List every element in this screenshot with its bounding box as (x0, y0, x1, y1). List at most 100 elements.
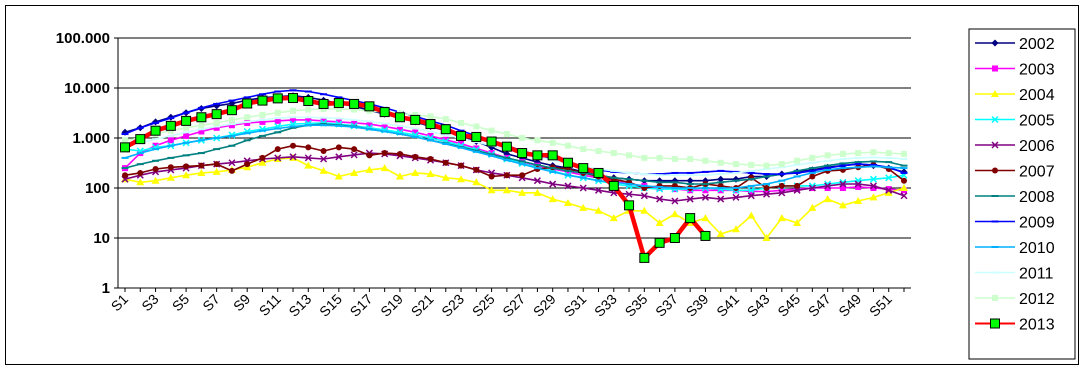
series-line-2007 (124, 144, 905, 189)
point-2013 (486, 136, 497, 147)
point-2004 (548, 195, 557, 203)
legend-label-2007: 2007 (1019, 164, 1055, 181)
point-2004 (533, 188, 542, 196)
point-2013 (456, 130, 467, 141)
point-2013 (608, 180, 619, 191)
point-2006 (289, 153, 297, 161)
point-2013 (226, 105, 237, 116)
point-2013 (303, 95, 314, 106)
point-2004 (823, 195, 832, 203)
point-2007 (167, 164, 174, 171)
y-tick-label: 100.000 (56, 30, 110, 47)
axes (114, 37, 911, 292)
point-2013 (349, 98, 360, 109)
y-tick-label: 1 (102, 280, 110, 297)
legend-marker-2003 (992, 65, 998, 72)
point-2012 (244, 114, 251, 121)
point-2013 (547, 150, 558, 161)
point-2013 (120, 142, 130, 153)
point-2003 (381, 123, 388, 130)
point-2012 (641, 154, 648, 161)
point-2007 (809, 173, 816, 180)
point-2003 (839, 185, 846, 191)
series-2004 (121, 153, 908, 241)
chart-area-border (5, 5, 1079, 365)
point-2003 (213, 124, 220, 131)
point-2013 (318, 98, 329, 109)
point-2004 (670, 210, 679, 218)
point-2007 (656, 182, 663, 189)
point-2012 (809, 154, 816, 161)
point-2013 (257, 95, 268, 106)
point-2006 (747, 192, 755, 200)
legend-label-2009: 2009 (1019, 215, 1055, 232)
point-2003 (183, 132, 190, 139)
point-2003 (259, 118, 266, 125)
point-2012 (656, 154, 663, 161)
point-2007 (259, 154, 266, 161)
point-2007 (274, 146, 281, 153)
point-2013 (700, 230, 711, 241)
legend-entry-2009: 2009 (975, 215, 1055, 232)
point-2005 (885, 174, 893, 182)
point-2007 (763, 185, 770, 191)
point-2012 (626, 152, 633, 159)
legend-entry-2010: 2010 (975, 240, 1055, 257)
point-2003 (488, 150, 495, 157)
point-2004 (136, 178, 145, 186)
point-2004 (762, 234, 771, 241)
point-2004 (900, 184, 908, 191)
point-2004 (640, 206, 649, 214)
point-2006 (549, 180, 557, 188)
point-2007 (228, 167, 235, 174)
legend-marker-2005 (991, 115, 999, 124)
legend-label-2012: 2012 (1019, 291, 1055, 308)
point-2004 (319, 166, 328, 174)
point-2003 (412, 129, 419, 136)
point-2004 (518, 188, 527, 196)
point-2012 (824, 152, 831, 159)
point-2013 (517, 148, 528, 159)
point-2012 (687, 156, 694, 163)
point-2007 (137, 169, 144, 176)
y-tick-label: 10.000 (64, 80, 110, 97)
point-2007 (442, 159, 449, 166)
legend-label-2010: 2010 (1019, 240, 1055, 257)
series-2007 (122, 142, 907, 191)
point-2012 (305, 106, 312, 113)
point-2013 (364, 101, 375, 112)
point-2007 (122, 172, 128, 179)
point-2003 (167, 137, 174, 144)
point-2004 (426, 170, 435, 178)
point-2004 (869, 193, 878, 201)
point-2003 (778, 187, 785, 194)
point-2004 (350, 168, 359, 176)
legend-entry-2013: 2013 (975, 317, 1055, 334)
point-2012 (259, 111, 266, 118)
point-2006 (656, 195, 664, 203)
point-2012 (839, 150, 846, 157)
point-2013 (181, 115, 192, 126)
point-2007 (320, 147, 327, 154)
point-2007 (198, 162, 205, 169)
point-2013 (196, 112, 207, 123)
point-2013 (639, 252, 650, 263)
legend-label-2008: 2008 (1019, 189, 1055, 206)
point-2003 (244, 119, 251, 126)
point-2007 (183, 163, 190, 170)
point-2004 (457, 175, 466, 183)
point-2012 (198, 122, 205, 129)
legend-label-2013: 2013 (1019, 317, 1055, 334)
legend-entry-2007: 2007 (975, 164, 1055, 181)
point-2006 (808, 184, 816, 192)
legend-entry-2004: 2004 (975, 87, 1055, 104)
point-2012 (580, 146, 587, 153)
point-2004 (716, 230, 725, 238)
legend-label-2011: 2011 (1019, 266, 1054, 283)
point-2004 (411, 168, 420, 176)
point-2007 (412, 153, 419, 160)
legend-entry-2012: 2012 (975, 291, 1055, 308)
point-2006 (686, 195, 694, 203)
point-2013 (562, 157, 573, 168)
